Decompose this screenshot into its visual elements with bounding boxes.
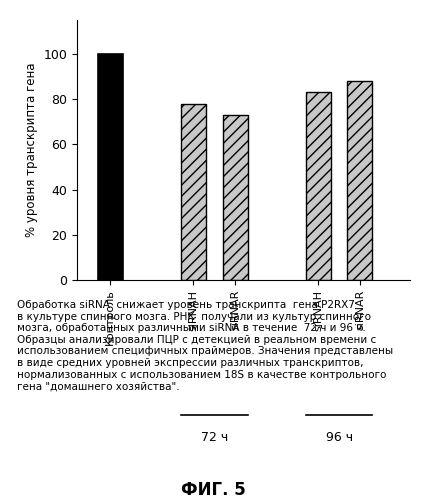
Text: 72 ч: 72 ч [200, 431, 227, 444]
Y-axis label: % уровня транскрипта гена: % уровня транскрипта гена [25, 62, 37, 238]
Text: Обработка siRNA  снижает уровень транскрипта  гена P2RX7
в культуре спинного моз: Обработка siRNA снижает уровень транскри… [17, 300, 392, 391]
Bar [222, 115, 247, 280]
Bar [181, 104, 205, 280]
Bar [98, 54, 122, 280]
Bar [305, 92, 330, 280]
Bar [347, 81, 371, 280]
Text: 96 ч: 96 ч [325, 431, 352, 444]
Text: ФИГ. 5: ФИГ. 5 [181, 481, 245, 499]
